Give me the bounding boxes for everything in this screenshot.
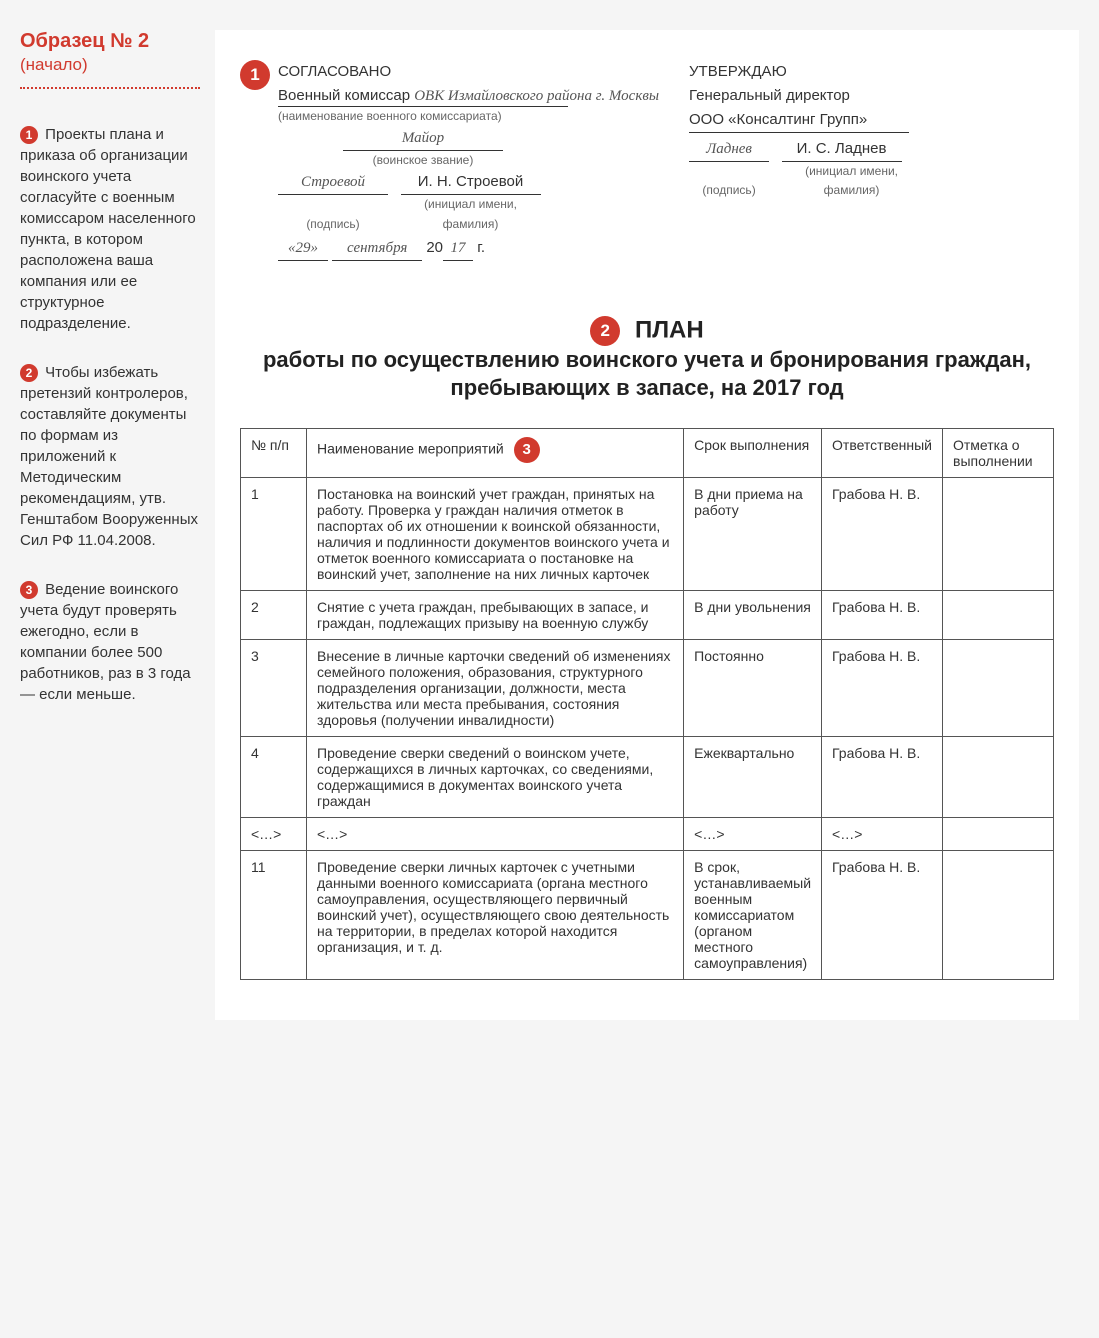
th-name: Наименование мероприятий 3 xyxy=(307,428,684,477)
document-body: 1 СОГЛАСОВАНО Военный комиссар ОВК Измай… xyxy=(215,30,1079,1020)
table-row: 4Проведение сверки сведений о воинском у… xyxy=(241,736,1054,817)
cell-otm xyxy=(943,736,1054,817)
cap-rank: (воинское звание) xyxy=(278,151,568,170)
table-row: <…><…><…><…> xyxy=(241,817,1054,850)
cell-otv: Грабова Н. В. xyxy=(822,736,943,817)
sidebar: Образец № 2 (начало) 1 Проекты плана и п… xyxy=(20,30,215,1020)
cell-name: <…> xyxy=(307,817,684,850)
rank: Майор xyxy=(343,126,503,151)
date-line: «29» сентября 2017 г. xyxy=(278,236,659,261)
sidebar-note: 1 Проекты плана и приказа об организации… xyxy=(20,124,200,334)
cell-srok: В срок, устанавливаемый военным комиссар… xyxy=(684,850,822,979)
plan-title: 2 ПЛАН работы по осуществлению воинского… xyxy=(240,316,1054,403)
cell-n: <…> xyxy=(241,817,307,850)
cell-name: Проведение сверки сведений о воинском уч… xyxy=(307,736,684,817)
th-otv: Ответственный xyxy=(822,428,943,477)
name-left: И. Н. Строевой xyxy=(401,170,541,195)
sign-left: Строевой xyxy=(278,170,388,195)
sample-title: Образец № 2 xyxy=(20,30,200,53)
cell-otv: Грабова Н. В. xyxy=(822,639,943,736)
cell-otm xyxy=(943,477,1054,590)
cell-n: 11 xyxy=(241,850,307,979)
th-otm: Отметка о выполнении xyxy=(943,428,1054,477)
cell-otm xyxy=(943,590,1054,639)
cell-name: Проведение сверки личных карточек с учет… xyxy=(307,850,684,979)
cell-n: 3 xyxy=(241,639,307,736)
badge-1: 1 xyxy=(240,60,270,90)
table-row: 11Проведение сверки личных карточек с уч… xyxy=(241,850,1054,979)
cap-commissariat: (наименование военного комиссариата) xyxy=(278,107,659,126)
note-badge: 1 xyxy=(20,126,38,144)
gendir: Генеральный директор xyxy=(689,84,1054,108)
cell-srok: <…> xyxy=(684,817,822,850)
name-right: И. С. Ладнев xyxy=(782,137,902,162)
cell-otv: Грабова Н. В. xyxy=(822,590,943,639)
cell-otm xyxy=(943,817,1054,850)
cell-srok: В дни приема на работу xyxy=(684,477,822,590)
th-srok: Срок выполнения xyxy=(684,428,822,477)
company: ООО «Консалтинг Групп» xyxy=(689,108,909,133)
cell-srok: В дни увольнения xyxy=(684,590,822,639)
cell-n: 4 xyxy=(241,736,307,817)
note-badge: 3 xyxy=(20,581,38,599)
approval-confirmed: УТВЕРЖДАЮ Генеральный директор ООО «Конс… xyxy=(689,60,1054,261)
approval-agreed: СОГЛАСОВАНО Военный комиссар ОВК Измайло… xyxy=(278,60,659,261)
sign-right: Ладнев xyxy=(689,137,769,162)
divider-dots xyxy=(20,87,200,89)
sidebar-note: 3 Ведение воинского учета будут проверят… xyxy=(20,579,200,705)
cell-name: Снятие с учета граждан, пребывающих в за… xyxy=(307,590,684,639)
cell-srok: Ежеквартально xyxy=(684,736,822,817)
confirm-header: УТВЕРЖДАЮ xyxy=(689,60,1054,84)
table-row: 1Постановка на воинский учет граждан, пр… xyxy=(241,477,1054,590)
cell-otv: <…> xyxy=(822,817,943,850)
table-row: 3Внесение в личные карточки сведений об … xyxy=(241,639,1054,736)
note-badge: 2 xyxy=(20,364,38,382)
badge-3: 3 xyxy=(514,437,540,463)
sample-subtitle: (начало) xyxy=(20,55,200,75)
cell-n: 2 xyxy=(241,590,307,639)
badge-2: 2 xyxy=(590,316,620,346)
commissar-line: Военный комиссар ОВК Измайловского район… xyxy=(278,84,659,108)
cell-srok: Постоянно xyxy=(684,639,822,736)
cell-name: Внесение в личные карточки сведений об и… xyxy=(307,639,684,736)
table-row: 2Снятие с учета граждан, пребывающих в з… xyxy=(241,590,1054,639)
cell-otv: Грабова Н. В. xyxy=(822,850,943,979)
cell-otm xyxy=(943,850,1054,979)
cell-n: 1 xyxy=(241,477,307,590)
cell-otm xyxy=(943,639,1054,736)
sidebar-note: 2 Чтобы избежать претензий контролеров, … xyxy=(20,362,200,551)
activities-table: № п/п Наименование мероприятий 3 Срок вы… xyxy=(240,428,1054,980)
cell-otv: Грабова Н. В. xyxy=(822,477,943,590)
agreed-header: СОГЛАСОВАНО xyxy=(278,60,659,84)
cell-name: Постановка на воинский учет граждан, при… xyxy=(307,477,684,590)
th-num: № п/п xyxy=(241,428,307,477)
